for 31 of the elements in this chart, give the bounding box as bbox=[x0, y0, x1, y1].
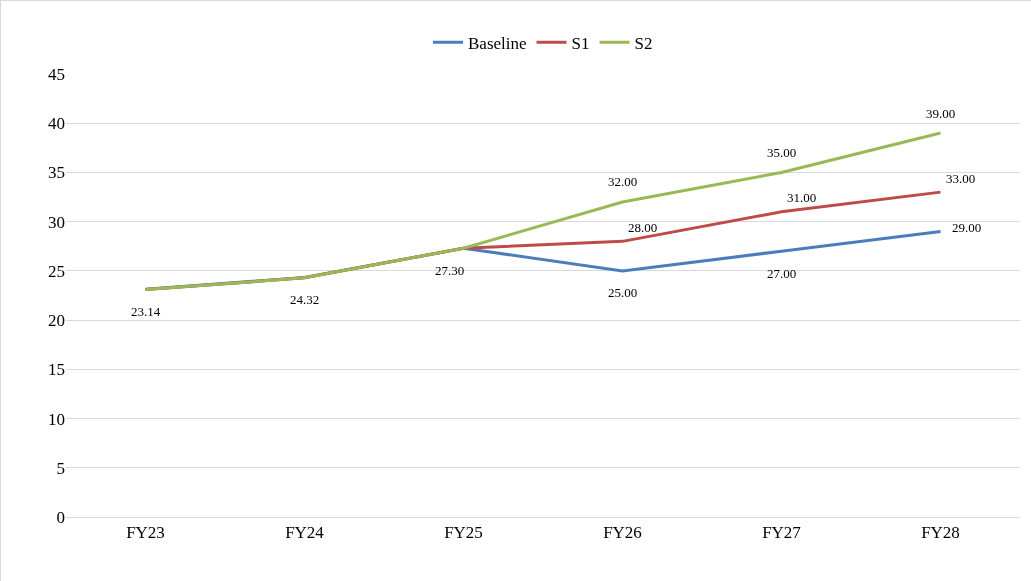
data-label: 25.00 bbox=[608, 285, 638, 300]
data-label: 32.00 bbox=[608, 174, 638, 189]
x-tick-label: FY26 bbox=[603, 523, 642, 543]
y-tick-label: 5 bbox=[56, 458, 65, 478]
y-tick-label: 25 bbox=[48, 261, 65, 281]
y-tick-label: 15 bbox=[48, 360, 65, 380]
y-tick-label: 10 bbox=[48, 409, 65, 429]
data-label: 27.00 bbox=[767, 266, 797, 281]
x-tick-label: FY25 bbox=[444, 523, 483, 543]
y-tick-label: 0 bbox=[56, 507, 65, 527]
data-label: 23.14 bbox=[131, 304, 161, 319]
x-tick-label: FY23 bbox=[126, 523, 165, 543]
legend-label: S2 bbox=[634, 33, 653, 53]
data-label: 35.00 bbox=[767, 145, 797, 160]
y-tick-label: 35 bbox=[48, 163, 65, 183]
y-tick-label: 40 bbox=[48, 114, 65, 134]
data-label: 31.00 bbox=[787, 190, 817, 205]
data-label: 39.00 bbox=[926, 106, 956, 121]
x-tick-label: FY27 bbox=[762, 523, 802, 543]
y-tick-label: 45 bbox=[48, 64, 65, 84]
data-label: 27.30 bbox=[435, 263, 465, 278]
x-tick-label: FY28 bbox=[921, 523, 960, 543]
data-label: 28.00 bbox=[628, 220, 658, 235]
y-tick-label: 20 bbox=[48, 311, 65, 331]
data-label: 33.00 bbox=[946, 171, 976, 186]
legend-label: S1 bbox=[571, 33, 590, 53]
data-label: 24.32 bbox=[290, 292, 320, 307]
x-tick-label: FY24 bbox=[285, 523, 325, 543]
legend-label: Baseline bbox=[468, 33, 527, 53]
y-tick-label: 30 bbox=[48, 212, 65, 232]
data-label: 29.00 bbox=[952, 220, 982, 235]
